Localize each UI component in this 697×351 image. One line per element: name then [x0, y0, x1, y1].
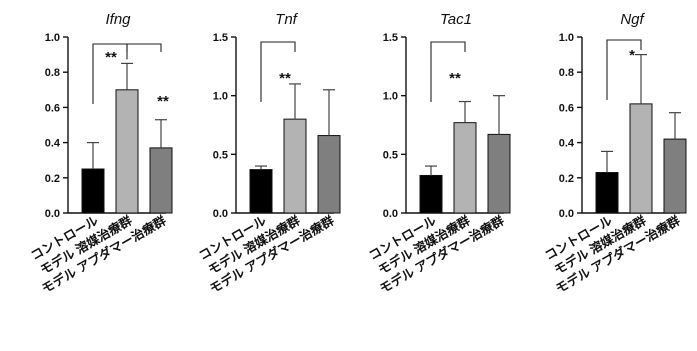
significance-label: ** — [157, 93, 169, 110]
y-tick-label: 0.5 — [213, 149, 228, 161]
y-tick-label: 0.0 — [45, 208, 60, 220]
bar — [317, 135, 341, 214]
y-tick-label: 0.8 — [559, 67, 574, 79]
bar — [283, 118, 307, 214]
panel-title: Tnf — [275, 11, 299, 28]
bar — [487, 133, 511, 214]
bar — [249, 169, 273, 214]
y-tick-label: 0.0 — [383, 208, 398, 220]
panel-title: Ngf — [620, 11, 645, 28]
y-tick-label: 1.0 — [45, 32, 60, 44]
y-tick-label: 0.6 — [45, 102, 60, 114]
significance-label: * — [629, 47, 635, 64]
y-tick-label: 1.0 — [213, 91, 228, 103]
bar — [419, 174, 443, 214]
significance-bracket — [606, 39, 642, 100]
panel-title: Tac1 — [440, 11, 472, 28]
y-tick-label: 0.4 — [559, 138, 575, 150]
bar — [595, 172, 619, 214]
bar — [453, 122, 477, 214]
y-tick-label: 1.0 — [383, 91, 398, 103]
y-tick-label: 0.8 — [45, 67, 60, 79]
bar — [115, 89, 139, 214]
y-tick-label: 0.4 — [45, 138, 61, 150]
bar — [149, 147, 173, 214]
y-tick-label: 1.0 — [559, 32, 574, 44]
y-tick-label: 0.0 — [559, 208, 574, 220]
y-tick-label: 0.5 — [383, 149, 398, 161]
significance-bracket — [126, 43, 162, 60]
bar — [81, 168, 105, 214]
bar — [663, 138, 687, 214]
significance-bracket — [430, 41, 466, 102]
y-tick-label: 0.0 — [213, 208, 228, 220]
bar — [629, 103, 653, 214]
y-tick-label: 0.2 — [559, 173, 574, 185]
y-tick-label: 1.5 — [213, 32, 228, 44]
y-tick-label: 0.2 — [45, 173, 60, 185]
significance-label: ** — [449, 70, 461, 87]
panel-title: Ifng — [105, 11, 131, 28]
y-tick-label: 0.6 — [559, 102, 574, 114]
significance-label: ** — [105, 49, 117, 66]
y-tick-label: 1.5 — [383, 32, 398, 44]
significance-label: ** — [279, 70, 291, 87]
significance-bracket — [260, 41, 296, 102]
